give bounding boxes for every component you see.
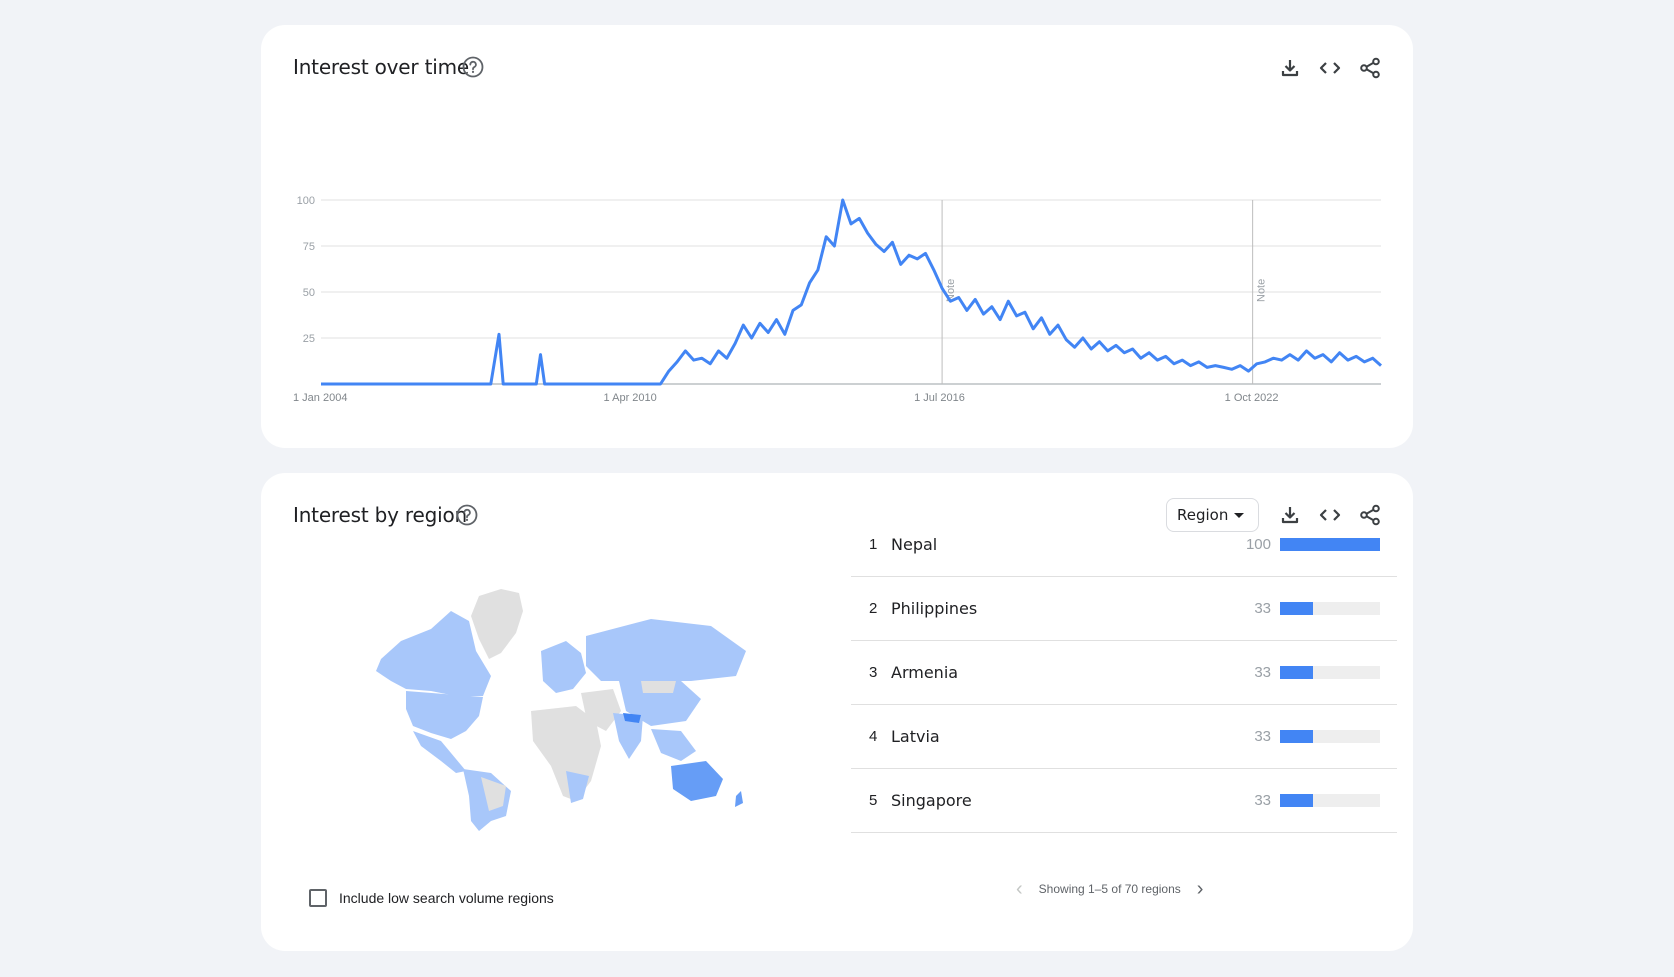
value-bar (1280, 538, 1380, 551)
region-value: 100 (1245, 536, 1271, 553)
x-tick-label: 1 Apr 2010 (604, 392, 657, 404)
region-name[interactable]: Latvia (891, 727, 940, 746)
interest-over-time-card: Interest over time 100 75 50 25 1 Jan 2004 1 … (261, 25, 1413, 448)
value-bar (1280, 730, 1380, 743)
embed-icon[interactable] (1317, 502, 1343, 528)
share-icon[interactable] (1357, 55, 1383, 81)
low-volume-option[interactable]: Include low search volume regions (309, 889, 554, 907)
region-name[interactable]: Armenia (891, 663, 959, 682)
interest-over-time-title: Interest over time (293, 55, 469, 79)
value-bar (1280, 666, 1380, 679)
pager-status-text: Showing 1–5 of 70 regions (1038, 882, 1181, 896)
map-region-europe (541, 641, 586, 693)
interest-by-region-title: Interest by region (293, 503, 467, 527)
region-value: 33 (1254, 664, 1271, 681)
map-region-southern-africa (566, 771, 589, 803)
note-label: Note (1256, 279, 1268, 302)
map-region-russia (586, 619, 746, 681)
chevron-down-icon (1234, 513, 1244, 518)
map-region-new-zealand (735, 791, 743, 807)
share-icon[interactable] (1357, 502, 1383, 528)
map-region-nepal (623, 713, 641, 723)
region-pager: ‹ Showing 1–5 of 70 regions › (1016, 879, 1203, 899)
map-region-china (619, 681, 701, 726)
region-resolution-select[interactable]: Region (1166, 498, 1259, 532)
table-row[interactable]: 2 Philippines 33 (851, 577, 1397, 641)
rank-number: 2 (869, 600, 878, 617)
map-region-central-america (413, 731, 466, 773)
x-tick-label: 1 Oct 2022 (1225, 392, 1279, 404)
value-bar-fill (1280, 794, 1313, 807)
map-region-usa (406, 691, 483, 739)
x-tick-label: 1 Jul 2016 (914, 392, 965, 404)
world-map[interactable] (351, 581, 751, 831)
download-icon[interactable] (1277, 502, 1303, 528)
region-value: 33 (1254, 600, 1271, 617)
map-region-middle-east (581, 689, 621, 731)
table-row[interactable]: 4 Latvia 33 (851, 705, 1397, 769)
rank-number: 4 (869, 728, 878, 745)
y-tick-label: 50 (303, 287, 315, 299)
region-ranking-list: 1 Nepal 100 2 Philippines 33 3 Armenia 3… (851, 513, 1397, 833)
map-region-greenland (471, 589, 523, 659)
value-bar-fill (1280, 730, 1313, 743)
rank-number: 5 (869, 792, 878, 809)
table-row[interactable]: 5 Singapore 33 (851, 769, 1397, 833)
table-row[interactable]: 3 Armenia 33 (851, 641, 1397, 705)
help-icon[interactable] (462, 56, 484, 78)
value-bar (1280, 602, 1380, 615)
table-row[interactable]: 1 Nepal 100 (851, 513, 1397, 577)
region-value: 33 (1254, 792, 1271, 809)
y-tick-label: 100 (297, 195, 315, 207)
help-icon[interactable] (456, 504, 478, 526)
embed-icon[interactable] (1317, 55, 1343, 81)
interest-over-time-chart: 100 75 50 25 1 Jan 2004 1 Apr 2010 1 Jul 2016 1… (293, 195, 1382, 404)
rank-number: 3 (869, 664, 878, 681)
map-region-australia (671, 761, 723, 801)
region-name[interactable]: Philippines (891, 599, 978, 618)
series-line (321, 198, 1382, 386)
region-select-label: Region (1177, 506, 1229, 524)
value-bar (1280, 794, 1380, 807)
value-bar-fill (1280, 538, 1380, 551)
y-tick-label: 75 (303, 241, 315, 253)
chevron-right-icon[interactable]: › (1196, 878, 1204, 900)
rank-number: 1 (869, 536, 878, 553)
download-icon[interactable] (1277, 55, 1303, 81)
map-region-se-asia (651, 729, 696, 761)
map-region-india (613, 713, 643, 759)
region-value: 33 (1254, 728, 1271, 745)
low-volume-label: Include low search volume regions (339, 890, 554, 906)
value-bar-fill (1280, 602, 1313, 615)
map-region-canada (376, 611, 491, 696)
y-tick-label: 25 (303, 333, 315, 345)
map-region-brazil (481, 777, 506, 811)
interest-by-region-card: Interest by region Region (261, 473, 1413, 951)
map-region-mongolia (641, 681, 676, 693)
x-tick-label: 1 Jan 2004 (293, 392, 347, 404)
value-bar-fill (1280, 666, 1313, 679)
chevron-left-icon[interactable]: ‹ (1016, 878, 1023, 900)
region-name[interactable]: Nepal (891, 535, 938, 554)
low-volume-checkbox[interactable] (309, 889, 327, 907)
region-name[interactable]: Singapore (891, 791, 972, 810)
